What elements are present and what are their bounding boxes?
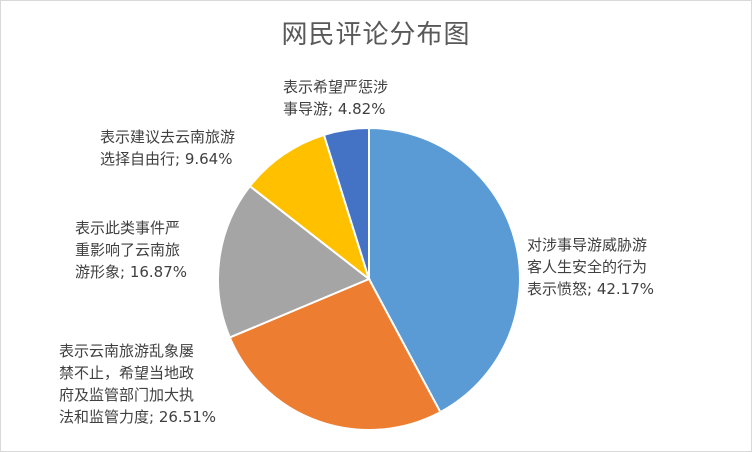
slice-label-line: 表示愤怒; 42.17%	[527, 280, 654, 298]
slice-label-line: 重影响了云南旅	[75, 241, 180, 259]
slice-label-line: 法和监管力度; 26.51%	[59, 408, 216, 426]
slice-label-line: 表示此类事件严	[75, 219, 180, 237]
slice-label-line: 府及监管部门加大执	[59, 386, 194, 404]
slice-label-line: 选择自由行; 9.64%	[100, 150, 232, 168]
pie-slice-2	[228, 277, 442, 431]
slice-label-line: 游形象; 16.87%	[75, 263, 187, 281]
slice-label-line: 禁不止，希望当地政	[59, 364, 194, 382]
pie-slice-1	[368, 126, 521, 414]
pie-slice-3	[216, 184, 371, 339]
slice-label-line: 客人生安全的行为	[527, 258, 647, 276]
chart-title: 网民评论分布图	[281, 20, 471, 50]
pie-slice-4	[248, 133, 371, 282]
slice-label-line: 表示云南旅游乱象屡	[59, 342, 194, 360]
slice-label-line: 表示建议去云南旅游	[100, 128, 235, 146]
slice-label-line: 事导游; 4.82%	[283, 100, 385, 118]
slice-label-line: 对涉事导游威胁游	[527, 236, 647, 254]
pie-slice-5	[322, 126, 370, 280]
slice-label-line: 表示希望严惩涉	[283, 78, 388, 96]
